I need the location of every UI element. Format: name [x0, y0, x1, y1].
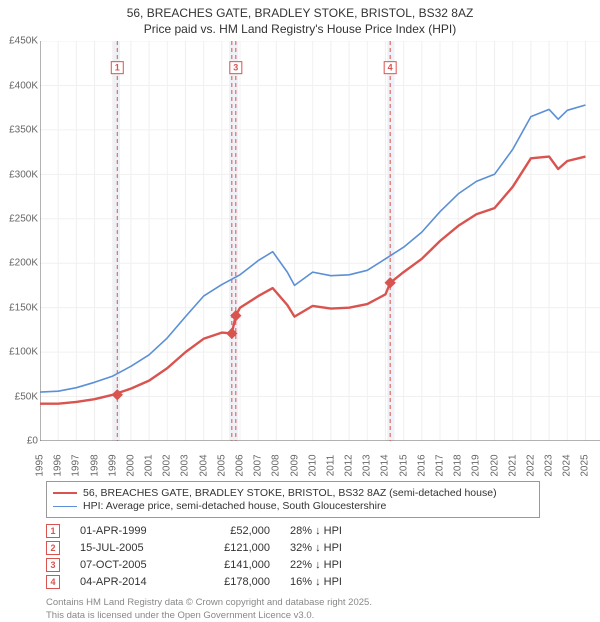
x-axis-label: 1997: [71, 455, 82, 477]
legend-swatch: [53, 506, 77, 507]
x-axis-label: 2010: [307, 455, 318, 477]
svg-text:4: 4: [388, 63, 393, 73]
y-axis-label: £150K: [6, 302, 38, 313]
x-axis-label: 2012: [344, 455, 355, 477]
y-axis-label: £0: [6, 436, 38, 447]
x-axis-label: 2024: [562, 455, 573, 477]
x-axis-label: 2016: [416, 455, 427, 477]
title-line-2: Price paid vs. HM Land Registry's House …: [6, 22, 594, 38]
sales-delta: 28% ↓ HPI: [290, 525, 390, 537]
sales-row: 3 07-OCT-2005 £141,000 22% ↓ HPI: [46, 558, 594, 572]
sales-delta: 22% ↓ HPI: [290, 559, 390, 571]
x-axis-label: 1998: [89, 455, 100, 477]
sales-delta: 32% ↓ HPI: [290, 542, 390, 554]
legend-label: 56, BREACHES GATE, BRADLEY STOKE, BRISTO…: [83, 487, 497, 499]
sales-price: £52,000: [190, 525, 270, 537]
sales-marker-icon: 4: [46, 575, 60, 589]
sales-delta: 16% ↓ HPI: [290, 576, 390, 588]
x-axis-label: 2002: [162, 455, 173, 477]
y-axis-label: £400K: [6, 80, 38, 91]
x-axis-label: 2011: [325, 455, 336, 477]
legend: 56, BREACHES GATE, BRADLEY STOKE, BRISTO…: [46, 481, 540, 518]
sales-row: 4 04-APR-2014 £178,000 16% ↓ HPI: [46, 575, 594, 589]
x-axis-label: 2022: [525, 455, 536, 477]
x-axis-label: 2020: [489, 455, 500, 477]
y-axis-label: £50K: [6, 391, 38, 402]
x-axis-label: 2006: [235, 455, 246, 477]
y-axis-label: £250K: [6, 213, 38, 224]
x-axis-label: 2003: [180, 455, 191, 477]
x-axis-label: 2008: [271, 455, 282, 477]
x-axis-label: 1999: [107, 455, 118, 477]
footer-line-2: This data is licensed under the Open Gov…: [46, 610, 594, 622]
x-axis-label: 2015: [398, 455, 409, 477]
x-axis-label: 2001: [144, 455, 155, 477]
sales-date: 01-APR-1999: [80, 525, 170, 537]
x-axis-label: 2007: [253, 455, 264, 477]
x-axis-label: 2004: [198, 455, 209, 477]
sales-marker-icon: 1: [46, 524, 60, 538]
chart-svg: 1 3 4: [40, 41, 600, 441]
x-axis-label: 2000: [125, 455, 136, 477]
x-axis-label: 2018: [453, 455, 464, 477]
legend-item: HPI: Average price, semi-detached house,…: [53, 500, 533, 512]
sales-row: 2 15-JUL-2005 £121,000 32% ↓ HPI: [46, 541, 594, 555]
y-axis-label: £100K: [6, 347, 38, 358]
y-axis-label: £450K: [6, 36, 38, 47]
x-axis-label: 2017: [435, 455, 446, 477]
x-axis-label: 2014: [380, 455, 391, 477]
x-axis-label: 2005: [216, 455, 227, 477]
x-axis-label: 1996: [53, 455, 64, 477]
sales-marker-icon: 2: [46, 541, 60, 555]
legend-swatch: [53, 492, 77, 494]
sales-date: 15-JUL-2005: [80, 542, 170, 554]
footer-line-1: Contains HM Land Registry data © Crown c…: [46, 597, 594, 609]
x-axis-label: 2009: [289, 455, 300, 477]
y-axis-label: £300K: [6, 169, 38, 180]
chart-title: 56, BREACHES GATE, BRADLEY STOKE, BRISTO…: [6, 6, 594, 37]
sales-price: £121,000: [190, 542, 270, 554]
x-axis-label: 2021: [507, 455, 518, 477]
sales-marker-icon: 3: [46, 558, 60, 572]
legend-item: 56, BREACHES GATE, BRADLEY STOKE, BRISTO…: [53, 487, 533, 499]
sales-row: 1 01-APR-1999 £52,000 28% ↓ HPI: [46, 524, 594, 538]
x-axis-label: 2013: [362, 455, 373, 477]
svg-text:3: 3: [233, 63, 238, 73]
price-chart: 134 £0£50K£100K£150K£200K£250K£300K£350K…: [40, 41, 600, 441]
title-line-1: 56, BREACHES GATE, BRADLEY STOKE, BRISTO…: [6, 6, 594, 22]
sales-table: 1 01-APR-1999 £52,000 28% ↓ HPI 2 15-JUL-2005…: [46, 524, 594, 589]
x-axis-label: 2023: [544, 455, 555, 477]
x-axis-label: 1995: [35, 455, 46, 477]
sales-date: 07-OCT-2005: [80, 559, 170, 571]
y-axis-label: £200K: [6, 258, 38, 269]
y-axis-label: £350K: [6, 125, 38, 136]
sales-price: £141,000: [190, 559, 270, 571]
footer: Contains HM Land Registry data © Crown c…: [46, 597, 594, 622]
x-axis-label: 2025: [580, 455, 591, 477]
sales-date: 04-APR-2014: [80, 576, 170, 588]
x-axis-label: 2019: [471, 455, 482, 477]
legend-label: HPI: Average price, semi-detached house,…: [83, 500, 386, 512]
svg-text:1: 1: [115, 63, 120, 73]
sales-price: £178,000: [190, 576, 270, 588]
